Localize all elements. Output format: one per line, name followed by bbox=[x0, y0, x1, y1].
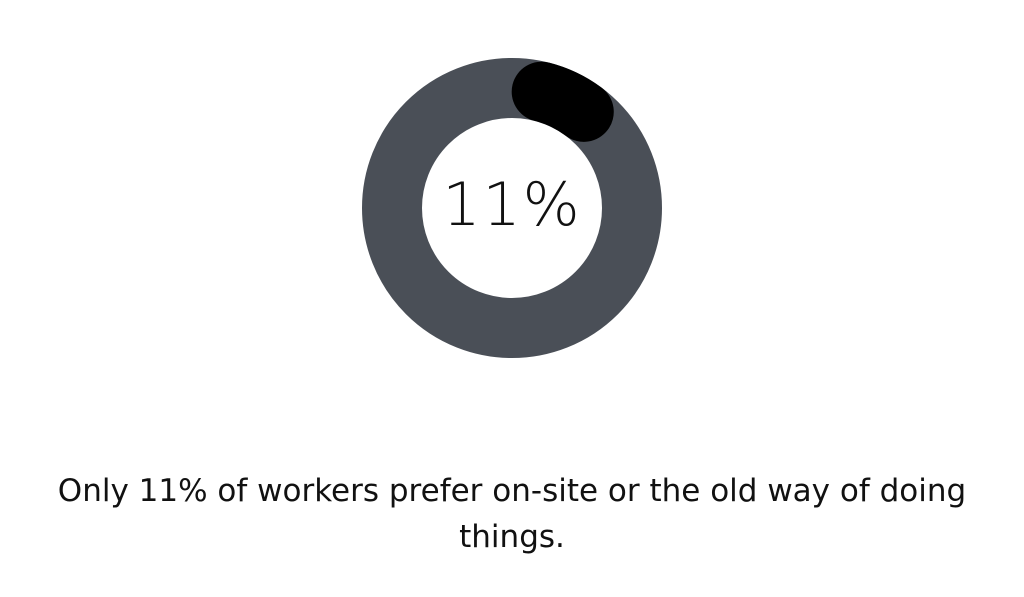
chart-caption: Only 11% of workers prefer on-site or th… bbox=[57, 473, 967, 555]
donut-segment-highlight bbox=[511, 61, 614, 142]
center-percentage-label: 11% bbox=[442, 170, 582, 240]
